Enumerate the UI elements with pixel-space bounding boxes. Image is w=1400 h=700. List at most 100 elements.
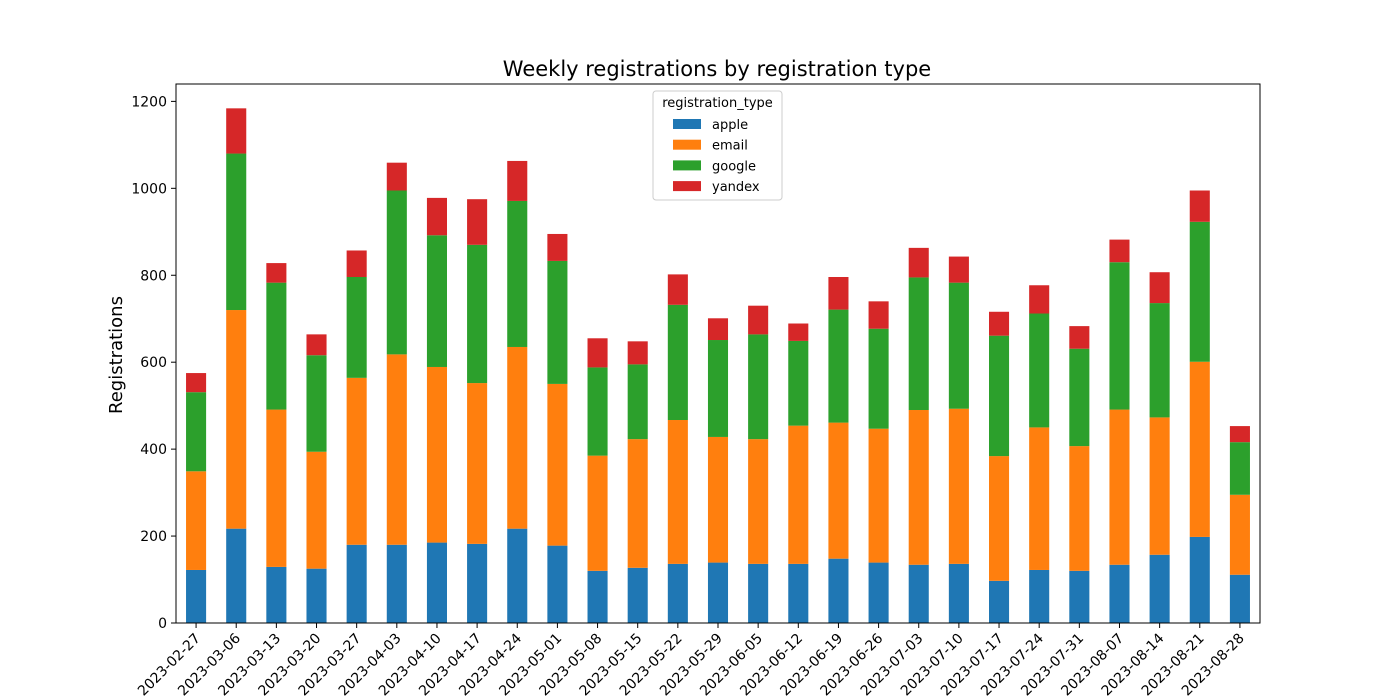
bar-google-2023-04-03 xyxy=(386,190,407,355)
bar-email-2023-06-26 xyxy=(868,428,889,563)
bar-yandex-2023-07-10 xyxy=(948,256,969,283)
bar-apple-2023-02-27 xyxy=(186,569,207,623)
bar-email-2023-06-05 xyxy=(748,439,769,564)
bar-yandex-2023-03-06 xyxy=(226,108,247,154)
y-tick-label: 1000 xyxy=(131,181,167,197)
bar-email-2023-07-17 xyxy=(989,456,1010,581)
bar-apple-2023-07-31 xyxy=(1069,570,1090,623)
bar-email-2023-06-19 xyxy=(828,422,849,559)
bar-google-2023-04-10 xyxy=(426,235,447,367)
bar-yandex-2023-04-24 xyxy=(507,160,528,201)
bar-yandex-2023-04-17 xyxy=(467,199,488,245)
bar-apple-2023-06-26 xyxy=(868,562,889,623)
bar-apple-2023-05-15 xyxy=(627,567,648,623)
bar-google-2023-03-13 xyxy=(266,282,287,410)
bar-apple-2023-04-17 xyxy=(467,543,488,623)
bar-google-2023-03-06 xyxy=(226,153,247,311)
y-tick-label: 0 xyxy=(158,616,167,632)
y-tick-label: 800 xyxy=(140,268,167,284)
bar-apple-2023-07-10 xyxy=(948,563,969,623)
legend-box xyxy=(652,90,783,201)
y-tick-label: 1200 xyxy=(131,94,167,110)
bar-yandex-2023-08-07 xyxy=(1109,239,1130,263)
bar-apple-2023-06-12 xyxy=(788,563,809,623)
bar-apple-2023-05-29 xyxy=(707,562,729,623)
bar-yandex-2023-05-08 xyxy=(587,338,608,368)
y-tick-label: 200 xyxy=(140,529,167,545)
bar-email-2023-04-10 xyxy=(426,366,447,543)
bar-email-2023-07-03 xyxy=(908,410,929,565)
bar-email-2023-06-12 xyxy=(788,425,809,564)
bar-yandex-2023-08-21 xyxy=(1189,190,1210,222)
bar-google-2023-07-03 xyxy=(908,277,929,411)
bar-google-2023-05-01 xyxy=(547,260,568,384)
bar-email-2023-04-03 xyxy=(386,354,407,545)
bar-apple-2023-07-24 xyxy=(1029,569,1050,623)
bar-email-2023-07-31 xyxy=(1069,446,1090,571)
legend-swatch-yandex xyxy=(673,181,701,192)
bar-apple-2023-03-20 xyxy=(306,568,327,623)
bar-yandex-2023-08-14 xyxy=(1149,272,1170,304)
bar-google-2023-05-08 xyxy=(587,367,608,456)
bar-apple-2023-04-24 xyxy=(507,528,528,623)
bar-google-2023-05-15 xyxy=(627,364,648,440)
bar-apple-2023-03-06 xyxy=(226,528,247,623)
bar-yandex-2023-03-27 xyxy=(346,250,367,277)
bar-google-2023-06-26 xyxy=(868,328,889,429)
bar-email-2023-03-06 xyxy=(226,310,247,529)
bar-google-2023-08-28 xyxy=(1229,442,1250,495)
bar-apple-2023-05-22 xyxy=(667,563,688,623)
bar-google-2023-07-17 xyxy=(989,335,1010,457)
bar-email-2023-05-22 xyxy=(667,420,688,564)
bar-google-2023-03-27 xyxy=(346,277,367,378)
bar-google-2023-02-27 xyxy=(186,392,207,472)
legend-label-apple: apple xyxy=(712,118,748,133)
legend-swatch-apple xyxy=(673,119,701,129)
bar-yandex-2023-06-26 xyxy=(868,301,889,329)
bar-google-2023-04-24 xyxy=(507,200,528,347)
bar-email-2023-05-15 xyxy=(627,439,648,568)
bar-email-2023-02-27 xyxy=(186,471,207,570)
bar-yandex-2023-05-22 xyxy=(667,274,688,305)
bar-email-2023-03-20 xyxy=(306,451,327,569)
bar-yandex-2023-04-03 xyxy=(386,162,407,191)
bar-apple-2023-08-21 xyxy=(1189,536,1210,623)
bar-yandex-2023-07-31 xyxy=(1069,326,1090,349)
bar-apple-2023-03-13 xyxy=(266,566,287,623)
bar-apple-2023-07-03 xyxy=(908,564,929,623)
bar-apple-2023-08-07 xyxy=(1109,564,1130,623)
bar-google-2023-07-10 xyxy=(948,282,969,409)
bar-google-2023-05-29 xyxy=(707,340,729,437)
bar-apple-2023-05-08 xyxy=(587,570,608,623)
bar-google-2023-07-31 xyxy=(1069,348,1090,447)
bar-yandex-2023-05-29 xyxy=(707,318,729,341)
bar-apple-2023-05-01 xyxy=(547,545,568,623)
chart-title: Weekly registrations by registration typ… xyxy=(503,57,931,81)
bar-google-2023-08-07 xyxy=(1109,262,1130,410)
legend-label-google: google xyxy=(712,159,756,174)
bar-email-2023-05-01 xyxy=(547,383,568,546)
legend-swatch-google xyxy=(673,160,701,171)
bar-apple-2023-08-14 xyxy=(1149,554,1170,623)
bar-email-2023-08-21 xyxy=(1189,361,1210,537)
bar-yandex-2023-02-27 xyxy=(186,373,207,393)
bar-apple-2023-04-10 xyxy=(426,542,447,623)
bar-yandex-2023-07-24 xyxy=(1029,285,1050,314)
bar-google-2023-03-20 xyxy=(306,355,327,452)
bar-yandex-2023-03-20 xyxy=(306,334,327,356)
bar-yandex-2023-05-15 xyxy=(627,341,648,365)
bar-email-2023-04-17 xyxy=(467,383,488,544)
bar-apple-2023-08-28 xyxy=(1229,574,1250,623)
y-tick-label: 400 xyxy=(140,442,167,458)
bar-email-2023-04-24 xyxy=(507,346,528,529)
bar-email-2023-03-13 xyxy=(266,409,287,567)
bar-email-2023-08-14 xyxy=(1149,417,1170,555)
legend-label-yandex: yandex xyxy=(712,180,760,195)
bar-google-2023-06-19 xyxy=(828,309,849,423)
bar-google-2023-04-17 xyxy=(467,244,488,384)
bar-yandex-2023-06-05 xyxy=(748,305,769,335)
bar-google-2023-06-05 xyxy=(748,334,769,440)
bar-email-2023-05-08 xyxy=(587,455,608,571)
